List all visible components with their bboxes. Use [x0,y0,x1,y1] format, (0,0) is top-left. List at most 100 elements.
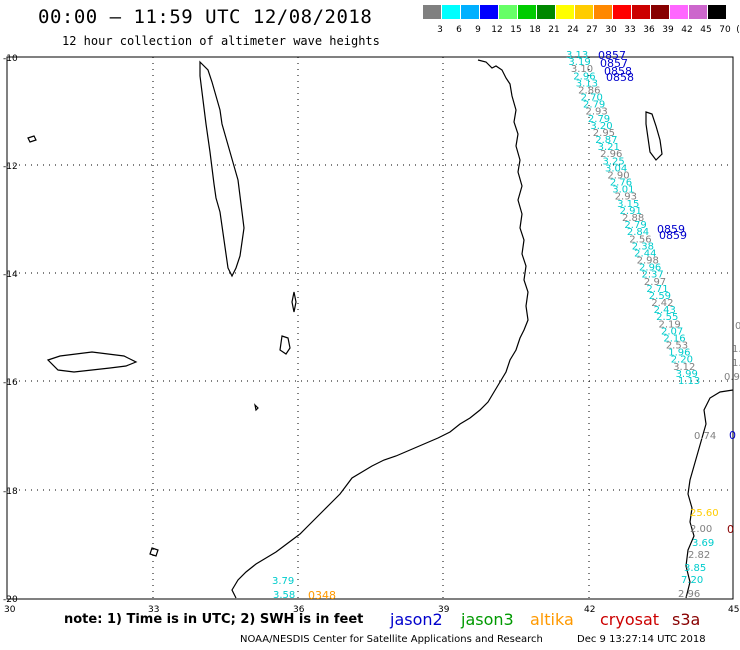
wave-height-value: 2.53 [666,341,688,352]
wave-height-value: 2.76 [610,178,632,189]
wave-height-value: 2.79 [624,220,646,231]
wave-height-value: 2.37 [641,270,663,281]
wave-height-value: 2.56 [629,234,651,245]
satellite-cryosat: cryosat [600,610,660,629]
satellite-s3a: s3a [672,610,701,629]
wave-height-value: 2.42 [651,298,673,309]
wave-height-value: 2.79 [588,114,610,125]
legend-swatch [499,5,518,19]
wave-height-value: 1.96 [668,348,690,359]
credit-line: NOAA/NESDIS Center for Satellite Applica… [240,634,543,645]
lon-tick: 39 [438,605,450,615]
pass-time-label: 0857 [600,57,628,70]
legend-swatch [632,5,651,19]
lon-tick: 33 [148,605,159,615]
legend-unit: (ft) [736,25,740,35]
wave-height-value: 2.20 [671,355,693,366]
legend-level-label: 70 [719,25,731,35]
wave-height-value: 2.95 [593,128,615,139]
wave-height-value: 3.15 [617,199,639,210]
wave-height-value: 2.86 [578,85,600,96]
lat-tick: -10 [3,54,18,64]
wave-height-value: 2.07 [661,326,683,337]
wave-height-value: 2.87 [595,135,617,146]
lat-tick: -12 [3,162,18,172]
lat-tick: -18 [3,487,18,497]
wave-height-value: 3.79 [272,576,294,587]
wave-height-value: 3.99 [676,369,698,380]
legend-swatch [708,5,727,19]
legend-level-label: 6 [456,25,462,35]
lat-tick: -20 [3,595,18,605]
legend-swatch [461,5,480,19]
map-subtitle: 12 hour collection of altimeter wave hei… [62,34,380,48]
wave-height-value: 2.96 [600,149,622,160]
wave-height-value: 3.10 [571,64,593,75]
legend-level-label: 36 [643,25,655,35]
pass-time-label: 0858 [604,65,632,78]
legend-swatch [613,5,632,19]
legend-swatch [537,5,556,19]
wave-height-value: 2.93 [585,107,607,118]
legend-swatch [575,5,594,19]
wave-height-value: 3.01 [612,185,634,196]
wave-height-value: 2.91 [620,206,642,217]
legend-level-label: 30 [605,25,617,35]
wave-height-value: 25.60 [690,508,719,519]
pass-time-label: 0 [727,523,734,536]
wave-height-value: 0.74 [694,431,716,442]
wave-height-value: 2.38 [632,241,654,252]
legend-swatch [423,5,442,19]
legend-swatch [594,5,613,19]
map-title: 00:00 – 11:59 UTC 12/08/2018 [38,6,373,28]
pass-time-label: 0348 [308,589,336,602]
wave-height-value: 2.96 [678,589,700,600]
satellite-jason3: jason3 [461,610,514,629]
legend-swatch [651,5,670,19]
legend-swatch [689,5,708,19]
legend-level-label: 24 [567,25,579,35]
pass-time-label: 0859 [657,223,685,236]
wave-height-labels: 3.133.193.102.963.132.862.702.792.932.79… [272,49,740,602]
pass-time-label: 0 [729,429,736,442]
legend-level-label: 21 [548,25,560,35]
wave-height-value: 2.93 [615,192,637,203]
legend-level-label: 33 [624,25,636,35]
wave-height-value: 3.69 [692,538,714,549]
lon-tick: 42 [584,605,595,615]
legend-level-label: 18 [529,25,541,35]
wave-height-value: 3.20 [590,121,612,132]
lat-tick: -14 [3,270,18,280]
generated-timestamp: Dec 9 13:27:14 UTC 2018 [577,634,706,645]
wave-height-value: 2.96 [573,71,595,82]
wave-height-value: 2.70 [581,93,603,104]
wave-height-value: 3.25 [603,156,625,167]
wave-height-value: 2.59 [649,291,671,302]
wave-height-value: 0. [735,321,740,332]
wave-height-value: 3.04 [605,163,627,174]
legend-level-label: 3 [437,25,443,35]
wave-height-value: 2.55 [656,312,678,323]
legend-swatch [670,5,689,19]
graticule [7,57,733,599]
wave-height-value: 2.44 [634,248,656,259]
legend-swatch [480,5,499,19]
pass-time-label: 0859 [659,229,687,242]
wave-height-value: 1. [732,358,740,369]
wave-height-value: 2.97 [644,277,666,288]
legend-level-label: 9 [475,25,481,35]
wave-height-value: 2.98 [637,256,659,267]
wave-height-value: 2.82 [688,550,710,561]
legend-swatch [556,5,575,19]
wave-height-value: 2.79 [583,100,605,111]
wave-height-value: 3.12 [673,362,695,373]
map-frame [6,56,734,600]
wave-height-value: 1.13 [678,376,700,387]
legend-level-label: 45 [700,25,712,35]
lat-tick: -16 [3,378,18,388]
legend-level-label: 39 [662,25,674,35]
wave-height-value: 3.21 [598,142,620,153]
wave-height-value: 2.90 [607,170,629,181]
legend-level-label: 15 [510,25,522,35]
